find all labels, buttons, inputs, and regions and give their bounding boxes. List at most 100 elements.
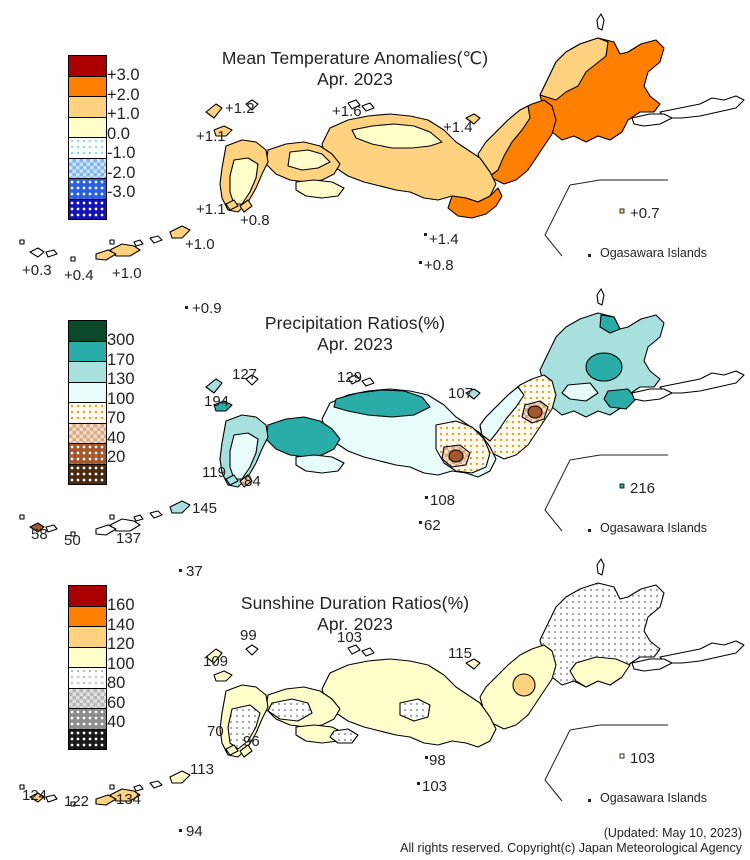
region-island-sw-b <box>45 524 58 533</box>
region-miyako <box>109 518 141 532</box>
legend-swatch-minus3-minus2 <box>69 179 106 200</box>
region-island-sw-a <box>29 792 45 803</box>
station-label: +1.4 <box>443 119 473 136</box>
region-island-sw-a <box>29 247 45 258</box>
legend-swatch-170-300 <box>69 341 106 362</box>
station-label: +1.4 <box>429 231 459 248</box>
legend-swatch-minus1-0 <box>69 138 106 159</box>
ogasawara-island-dot <box>619 208 625 214</box>
legend-label: +1.0 <box>107 105 140 123</box>
station-label: 134 <box>116 791 142 808</box>
region-tohoku-dry-core <box>527 405 543 419</box>
station-label: 58 <box>31 526 48 543</box>
legend-swatch-above-300 <box>69 321 106 342</box>
region-kuril-2 <box>631 113 673 127</box>
region-kyushu-dull <box>227 704 261 750</box>
region-ryukyu-b <box>133 514 144 522</box>
region-kanto-dry-core <box>448 449 464 463</box>
legend-label: 130 <box>107 370 135 388</box>
region-okinawa <box>169 500 191 514</box>
station-marker <box>179 829 182 832</box>
region-rebun <box>596 558 605 576</box>
station-marker <box>179 569 182 572</box>
station-label: +1.2 <box>225 100 255 117</box>
region-awashima <box>361 377 375 387</box>
region-kuril-2 <box>631 388 673 402</box>
station-label: 145 <box>192 500 218 517</box>
legend-label: 140 <box>107 615 135 634</box>
legend-label: 170 <box>107 350 135 369</box>
region-kuril-1 <box>659 370 745 394</box>
station-label: 62 <box>424 517 441 534</box>
station-label: 122 <box>64 793 90 810</box>
legend-precipitation <box>68 320 107 485</box>
legend-swatch-80-100 <box>69 668 106 689</box>
station-label: 109 <box>203 653 229 670</box>
station-marker <box>424 233 427 236</box>
station-label: 103 <box>422 778 448 795</box>
region-hokkaido-north-patch <box>599 314 621 334</box>
station-label: 113 <box>190 761 214 778</box>
region-shikoku <box>295 179 345 199</box>
region-honshu-bright-spot <box>512 673 536 697</box>
region-island-east <box>465 658 481 670</box>
region-tsushima <box>213 400 233 412</box>
footer-updated: (Updated: May 10, 2023) <box>603 826 742 840</box>
station-label: 108 <box>430 492 456 509</box>
panel-precipitation: Precipitation Ratios(%) Apr. 2023 300 17… <box>0 275 750 555</box>
legend-label: 300 <box>107 331 135 349</box>
station-label: 107 <box>448 385 474 402</box>
region-ishigaki <box>95 249 117 261</box>
inset-frame-left <box>544 184 571 257</box>
page-title-sunshine: Sunshine Duration Ratios(%) Apr. 2023 <box>185 593 525 635</box>
region-hokkaido-north <box>539 37 609 101</box>
station-label: +1.1 <box>196 201 226 218</box>
legend-swatch-2-3 <box>69 76 106 97</box>
region-dot-sw2 <box>109 239 115 245</box>
panel-sunshine: Sunshine Duration Ratios(%) Apr. 2023 16… <box>0 545 750 825</box>
legend-swatch-40-60 <box>69 709 106 730</box>
legend-label: 120 <box>107 635 135 653</box>
region-shikoku <box>295 454 345 474</box>
station-label: 115 <box>448 645 472 662</box>
region-amakusa <box>239 744 253 758</box>
legend-label: 60 <box>107 693 126 712</box>
legend-swatch-20-40 <box>69 444 106 465</box>
region-dot-sw3 <box>70 531 76 537</box>
station-label: +1.6 <box>332 103 362 120</box>
legend-swatch-below-40 <box>69 729 106 749</box>
ogasawara-label-precipitation: Ogasawara Islands <box>600 521 708 535</box>
region-amakusa <box>239 199 253 213</box>
region-tsushima <box>213 670 233 682</box>
station-marker <box>425 756 428 759</box>
region-miyako <box>109 788 141 802</box>
region-miyako <box>109 243 141 257</box>
legend-swatch-70-100 <box>69 403 106 424</box>
legend-labels-sunshine: 160 140 120 100 80 60 40 <box>107 596 135 733</box>
region-chugoku-inland <box>287 149 331 171</box>
region-dot-sw <box>19 514 25 520</box>
legend-swatch-0-1 <box>69 117 106 138</box>
region-dot-sw <box>19 784 25 790</box>
legend-label: +2.0 <box>107 85 140 104</box>
region-kuril-2 <box>631 658 673 672</box>
region-hokkaido-south <box>569 656 631 688</box>
station-label: 96 <box>243 733 260 750</box>
station-label: +1.1 <box>196 128 226 145</box>
region-island-sw-a <box>29 522 45 533</box>
region-dot-sw2 <box>109 784 115 790</box>
ogasawara-label-temperature: Ogasawara Islands <box>600 246 708 260</box>
ogasawara-value-temperature: +0.7 <box>630 205 660 222</box>
station-label: +0.4 <box>64 267 94 284</box>
region-ishigaki <box>95 794 117 806</box>
legend-swatch-120-140 <box>69 627 106 648</box>
map-temperature <box>0 0 750 280</box>
footer: (Updated: May 10, 2023) All rights reser… <box>400 826 742 856</box>
region-awashima <box>361 102 375 112</box>
legend-label: -2.0 <box>107 163 136 182</box>
title-line1: Sunshine Duration Ratios(%) <box>240 593 470 613</box>
region-dot-sw <box>19 239 25 245</box>
region-kuril-1 <box>659 640 745 664</box>
region-honshu-central-inland <box>351 123 443 149</box>
title-line2: Apr. 2023 <box>317 614 393 634</box>
